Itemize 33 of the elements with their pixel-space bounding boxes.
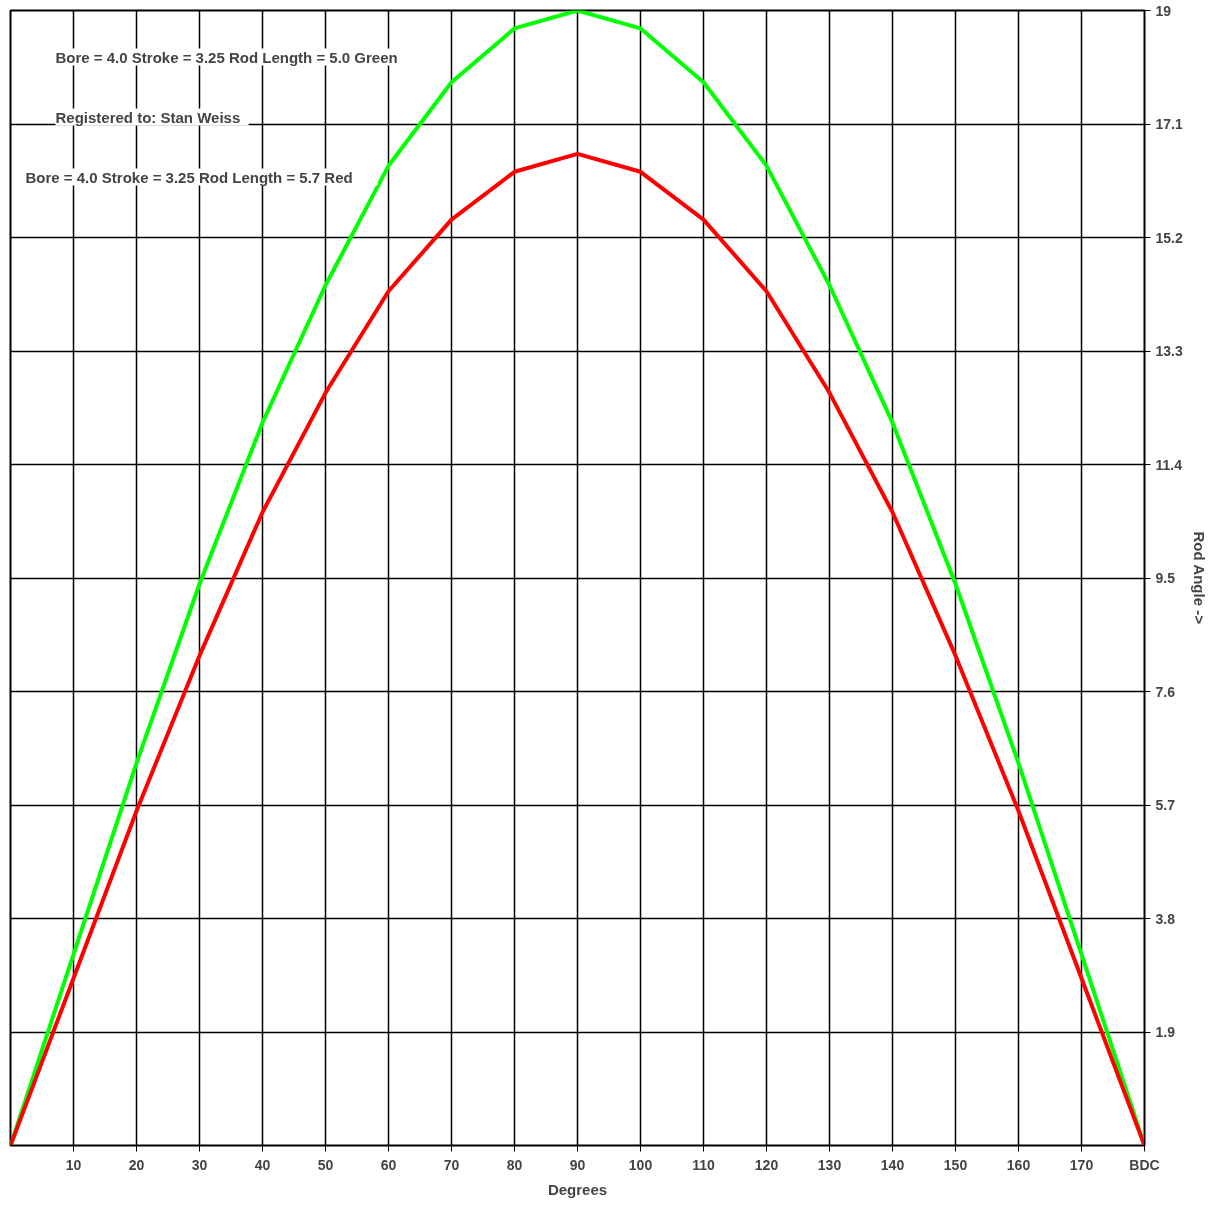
y-tick-label: 1.9: [1155, 1024, 1176, 1040]
y-tick-label: 15.2: [1155, 229, 1183, 246]
x-tick-label: 40: [254, 1156, 271, 1173]
annotation: Bore = 4.0 Stroke = 3.25 Rod Length = 5.7 Red: [25, 168, 353, 186]
x-tick-label: 50: [317, 1156, 334, 1173]
y-tick-label: 11.4: [1155, 456, 1183, 473]
y-tick-label: 17.1: [1155, 116, 1183, 132]
x-tick-label: 110: [692, 1156, 716, 1173]
y-axis-title: Rod Angle ->: [1190, 531, 1208, 625]
x-tick-label: 100: [628, 1156, 653, 1173]
x-tick-label: 90: [569, 1156, 586, 1173]
x-tick-label: 70: [443, 1156, 460, 1173]
y-tick-label: 3.8: [1155, 910, 1176, 927]
x-tick-label: 140: [880, 1156, 905, 1173]
x-tick-label: 150: [943, 1156, 968, 1173]
x-tick-label: 60: [380, 1156, 397, 1173]
annotation: Registered to: Stan Weiss: [55, 108, 241, 126]
x-tick-label: 80: [506, 1156, 523, 1173]
annotation: Bore = 4.0 Stroke = 3.25 Rod Length = 5.0 Green: [55, 48, 398, 66]
y-tick-label: 5.7: [1155, 797, 1176, 813]
x-tick-label: 20: [128, 1156, 145, 1173]
x-tick-label: 10: [65, 1156, 82, 1173]
x-tick-label: 30: [191, 1156, 208, 1173]
x-tick-label: 120: [754, 1156, 779, 1173]
y-tick-label: 9.5: [1155, 570, 1176, 586]
x-tick-label: 130: [817, 1156, 842, 1173]
x-tick-label: 170: [1069, 1156, 1094, 1173]
x-tick-label: BDC: [1129, 1156, 1160, 1173]
y-tick-label: 7.6: [1155, 683, 1176, 700]
x-axis-title: Degrees: [547, 1180, 608, 1198]
y-tick-label: 13.3: [1155, 343, 1183, 359]
x-tick-label: 160: [1006, 1156, 1031, 1173]
y-tick-label: 19: [1155, 2, 1172, 19]
